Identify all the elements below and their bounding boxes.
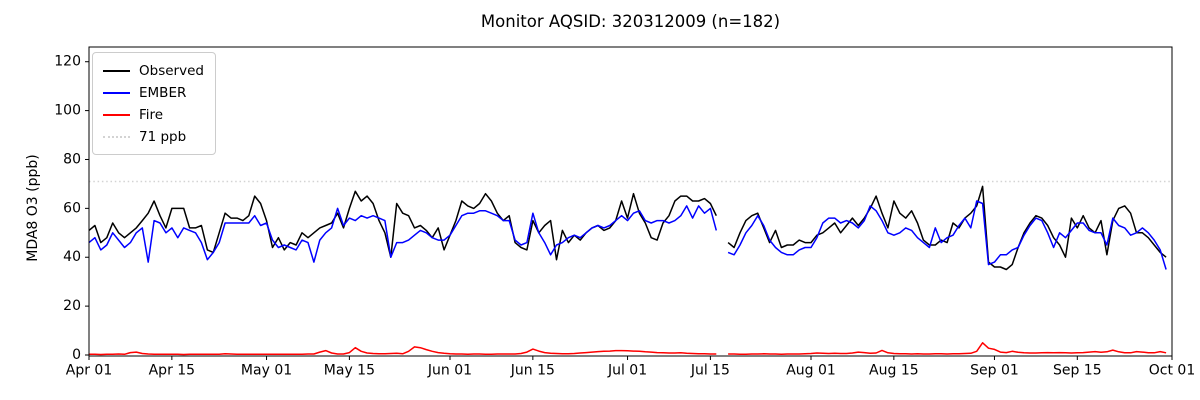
ember-series-line [88,200,1167,270]
legend-label-observed: Observed [139,63,204,79]
y-tick-label: 80 [63,151,81,167]
y-tick-label: 40 [63,249,81,265]
legend-item-ember: EMBER [103,82,205,104]
x-tick-label: Apr 01 [66,363,112,379]
x-tick-label: Oct 01 [1149,363,1195,379]
x-tick-label: Apr 15 [149,363,195,379]
x-tick-label: Jun 15 [510,363,555,379]
fire-series-line [89,342,1167,356]
x-tick-label: Jul 01 [607,363,647,379]
legend: Observed EMBER Fire 71 ppb [92,52,216,155]
legend-item-threshold: 71 ppb [103,126,205,148]
x-tick-label: Sep 15 [1053,363,1102,379]
y-tick-label: 20 [63,298,81,314]
x-tick-label: Aug 15 [869,363,919,379]
y-tick-label: 100 [54,103,81,119]
observed-series-line [88,185,1167,271]
threshold-line-swatch [103,136,130,138]
x-tick-label: Jul 15 [690,363,730,379]
fire-line-swatch [103,114,130,116]
legend-label-threshold: 71 ppb [139,129,187,145]
x-tick-label: May 15 [324,363,375,379]
legend-label-fire: Fire [139,107,164,123]
legend-item-observed: Observed [103,60,205,82]
legend-label-ember: EMBER [139,85,187,101]
x-tick-label: May 01 [241,363,292,379]
x-tick-label: Jun 01 [427,363,472,379]
observed-line-swatch [103,70,130,72]
y-tick-label: 120 [54,54,81,70]
ember-line-swatch [103,92,130,94]
chart-title: Monitor AQSID: 320312009 (n=182) [480,12,781,31]
axis-spines [88,46,1173,357]
y-tick-label: 60 [63,200,81,216]
y-tick-label: 0 [72,347,81,363]
x-tick-label: Sep 01 [970,363,1019,379]
x-tick-label: Aug 01 [786,363,836,379]
y-axis-label: MDA8 O3 (ppb) [25,154,41,262]
legend-item-fire: Fire [103,104,205,126]
